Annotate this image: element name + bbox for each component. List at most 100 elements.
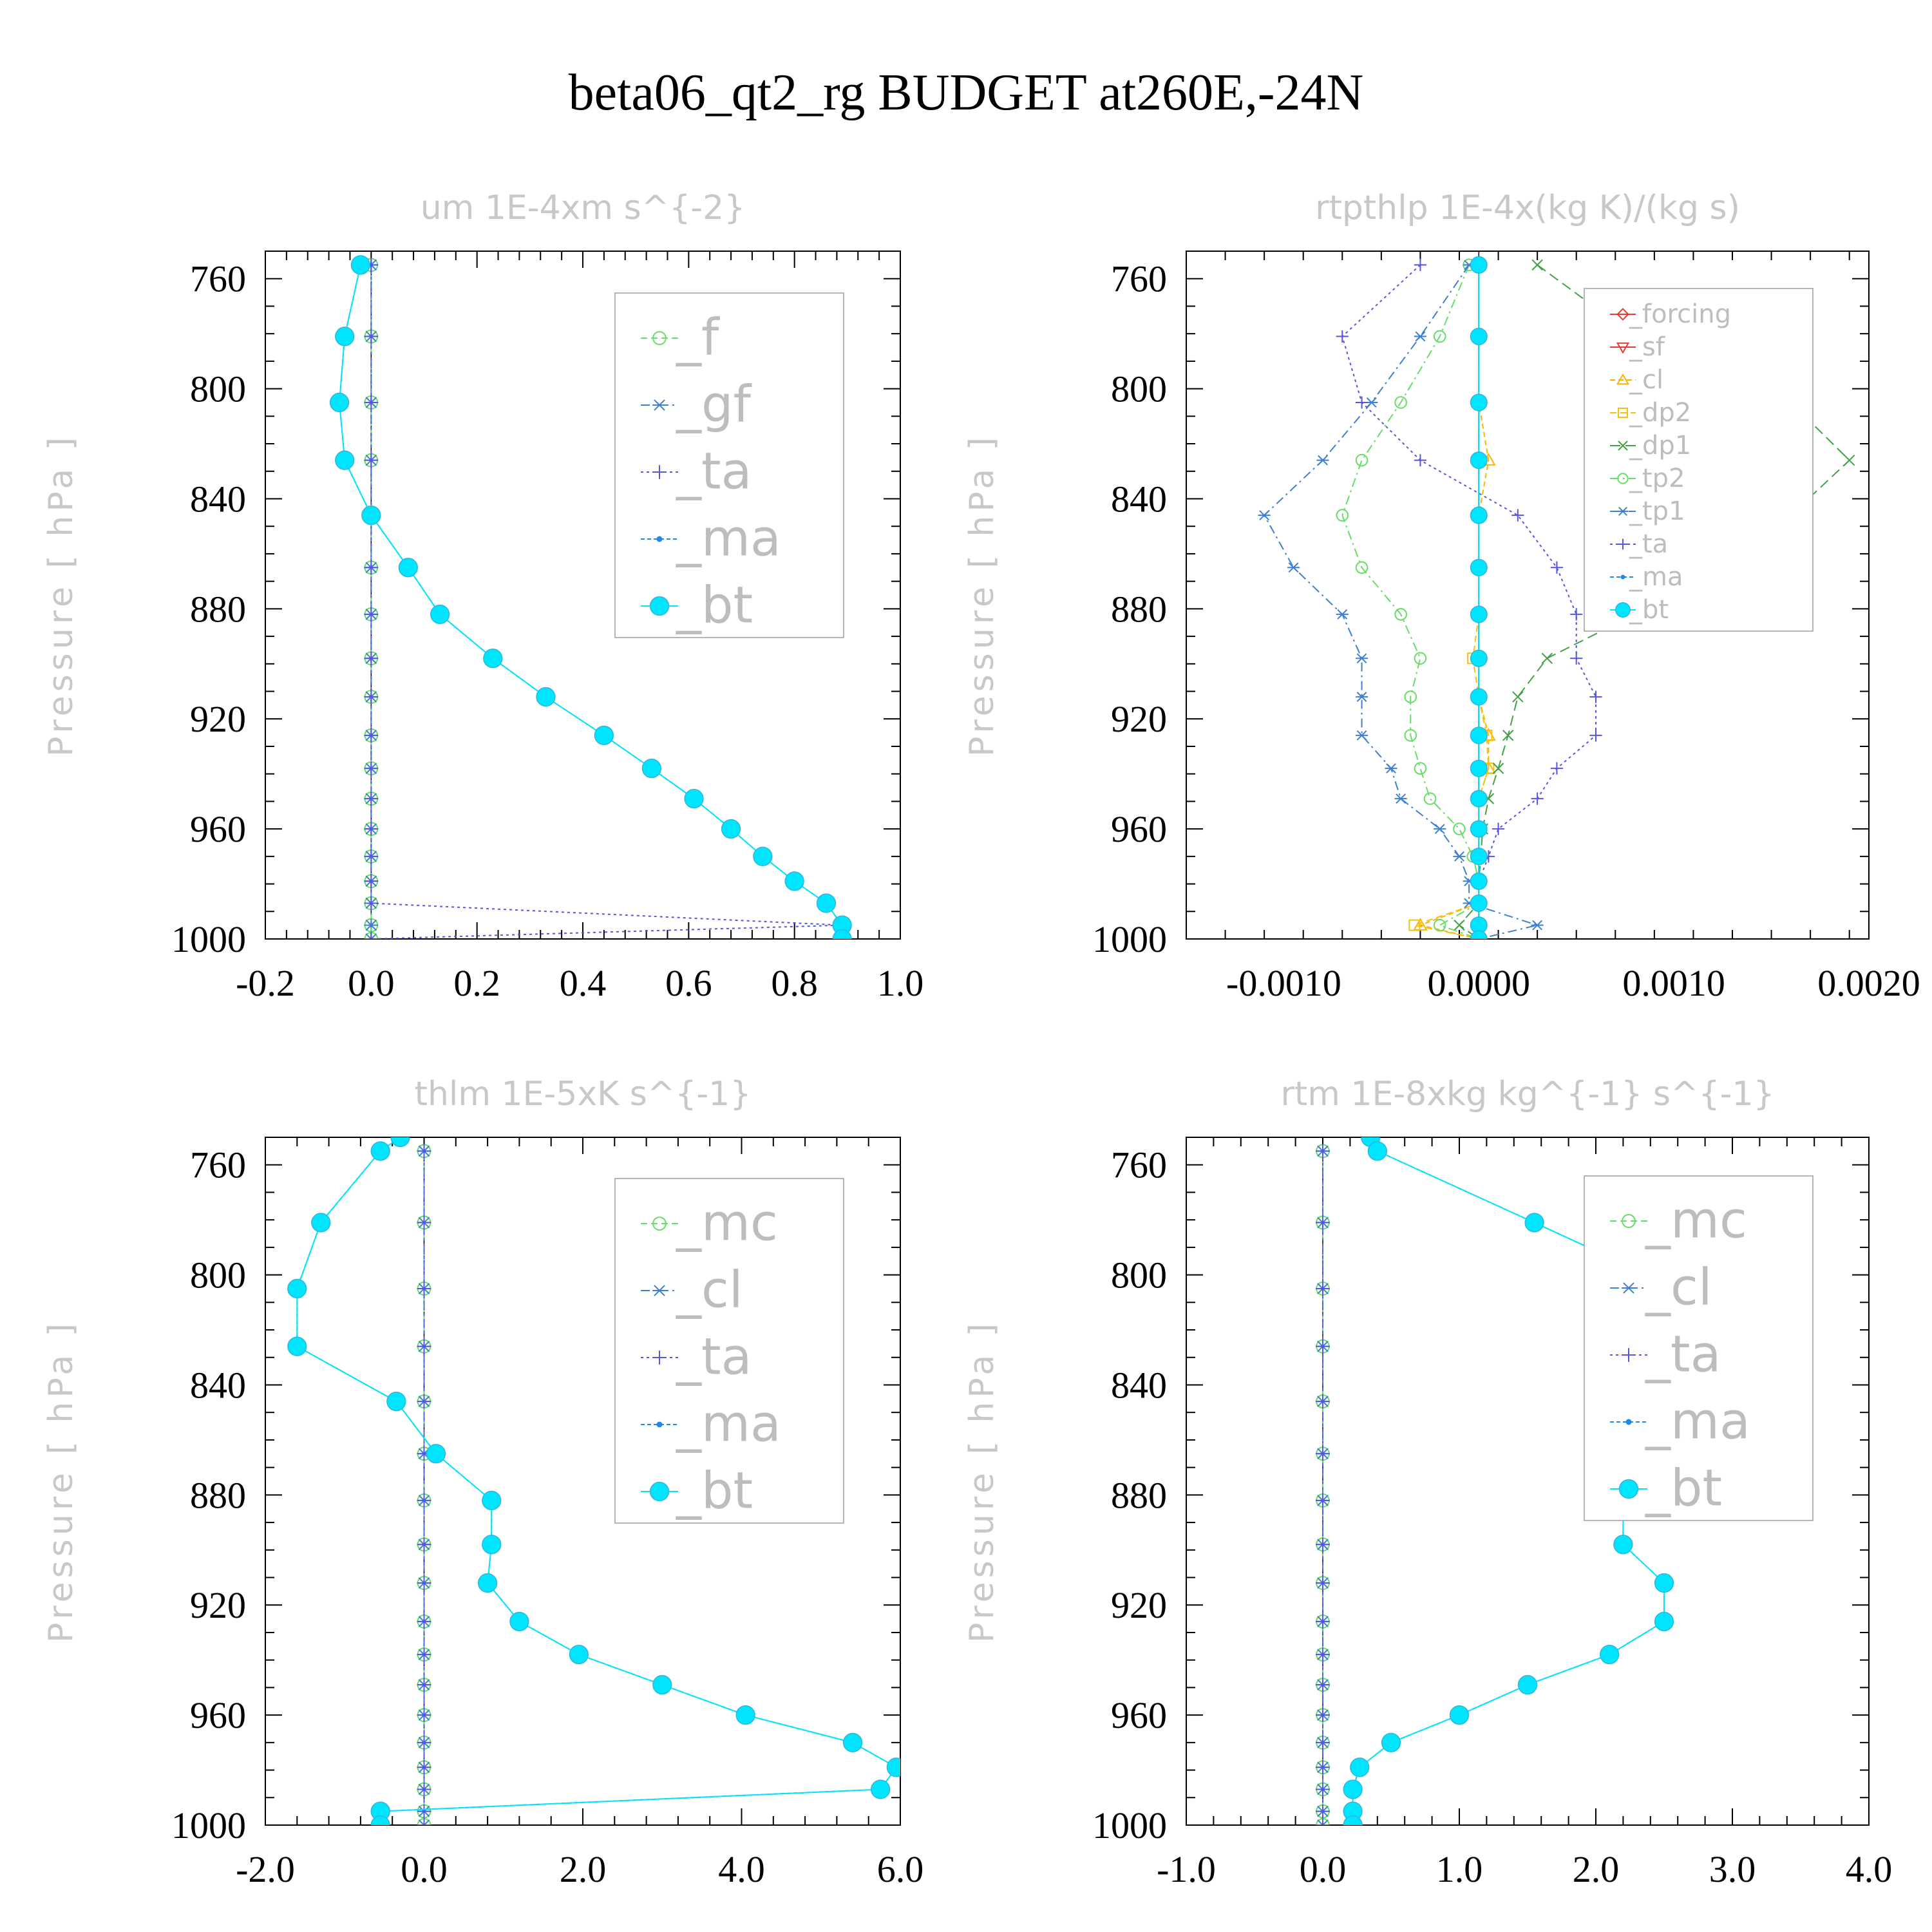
- data-point: [1394, 396, 1407, 409]
- y-tick-label: 800: [190, 1255, 246, 1296]
- data-point: [1433, 918, 1446, 932]
- legend-label: _ta: [1645, 1326, 1721, 1384]
- data-point: [1355, 561, 1368, 574]
- data-point: [417, 1576, 431, 1590]
- data-point: [1550, 561, 1564, 574]
- data-point: [1316, 1736, 1330, 1750]
- data-point: [1316, 1576, 1330, 1590]
- legend-label: _dp2: [1629, 398, 1691, 428]
- x-tick-label: 0.6: [665, 962, 712, 1004]
- legend-label: _cl: [676, 1262, 743, 1320]
- data-point: [364, 896, 379, 911]
- data-point: [1355, 730, 1368, 741]
- data-point: [1470, 820, 1488, 838]
- data-point: [364, 395, 379, 410]
- x-tick-label: 0.0: [1300, 1848, 1347, 1890]
- x-tick-label: 0.4: [560, 962, 607, 1004]
- series-layer: [329, 255, 852, 939]
- data-point: [482, 1535, 502, 1555]
- y-tick-label: 760: [190, 1144, 246, 1186]
- y-tick-label: 840: [190, 1364, 246, 1406]
- data-point: [335, 327, 355, 346]
- data-point: [1470, 256, 1488, 274]
- legend-marker: [1616, 373, 1630, 385]
- data-point: [1470, 872, 1488, 890]
- data-point: [417, 1144, 431, 1159]
- y-tick-label: 960: [1111, 808, 1167, 850]
- data-point: [1654, 1573, 1674, 1593]
- data-point: [364, 919, 379, 931]
- legend-label: _ta: [676, 443, 752, 501]
- data-point: [364, 329, 379, 344]
- y-tick-label: 800: [1111, 1255, 1167, 1296]
- data-point: [1423, 792, 1437, 805]
- data-point: [370, 1815, 390, 1825]
- legend-label: _gf: [676, 376, 752, 434]
- y-tick-label: 840: [1111, 1364, 1167, 1406]
- series-line-dp2: [1412, 265, 1490, 939]
- data-point: [1531, 792, 1544, 805]
- legend-marker: [1617, 473, 1629, 484]
- data-point: [1350, 1757, 1370, 1777]
- data-point: [1449, 1705, 1470, 1725]
- y-tick-label: 760: [1111, 258, 1167, 300]
- x-tick-label: 4.0: [718, 1848, 765, 1890]
- data-point: [1316, 1144, 1330, 1159]
- data-point: [1316, 1282, 1330, 1296]
- data-point: [386, 1391, 406, 1412]
- data-point: [417, 1282, 431, 1296]
- y-tick-label: 920: [1111, 698, 1167, 740]
- data-point: [1381, 1732, 1401, 1752]
- legend-box: [614, 1178, 844, 1524]
- data-point: [364, 933, 379, 939]
- data-point: [430, 604, 450, 625]
- legend-marker: [1618, 1479, 1639, 1499]
- panel-thlm: thlm 1E-5xK s^{-1} Pressure [ hPa ] 760 800…: [42, 1075, 923, 1890]
- x-tick-label: 1.0: [877, 962, 924, 1004]
- data-point: [311, 1213, 331, 1233]
- legend-label: _cl: [1629, 365, 1663, 395]
- data-point: [417, 1394, 431, 1408]
- series-line-tp2: [1341, 264, 1480, 939]
- data-point: [1355, 396, 1368, 409]
- data-point: [1316, 1708, 1330, 1722]
- panel-um: um 1E-4xm s^{-2} Pressure [ hPa ] 760 800 84…: [42, 189, 923, 1004]
- data-point: [364, 453, 379, 468]
- panel-rtm: rtm 1E-8xkg kg^{-1} s^{-1} Pressure [ hPa…: [963, 1075, 1892, 1890]
- legend-label: _f: [676, 309, 720, 367]
- data-point: [1316, 1394, 1330, 1408]
- data-point: [1470, 848, 1488, 866]
- data-point: [1470, 688, 1488, 706]
- x-tick-label: 3.0: [1709, 1848, 1756, 1890]
- data-point: [1316, 1804, 1330, 1819]
- data-point: [1531, 259, 1543, 271]
- data-point: [1470, 506, 1488, 524]
- data-point: [417, 1782, 431, 1797]
- data-point: [417, 1708, 431, 1722]
- legend-marker: [652, 1350, 667, 1365]
- data-point: [417, 1760, 431, 1775]
- data-point: [509, 1611, 529, 1632]
- legend-label: _ta: [676, 1329, 752, 1387]
- legend-marker: [1620, 574, 1625, 580]
- series-line-ta: [370, 265, 842, 939]
- x-tick-label: -1.0: [1157, 1848, 1216, 1890]
- x-tick-label: 0.0020: [1817, 962, 1920, 1004]
- x-tick-label: -0.2: [236, 962, 295, 1004]
- legend-marker: [652, 1285, 667, 1296]
- legend-marker: [649, 596, 670, 616]
- data-point: [1316, 1339, 1330, 1354]
- data-point: [417, 1647, 431, 1662]
- y-tick-label: 920: [190, 1584, 246, 1626]
- data-point: [1336, 609, 1349, 620]
- y-axis-label: Pressure [ hPa ]: [963, 1320, 1001, 1643]
- data-point: [1550, 762, 1564, 775]
- data-point: [1385, 763, 1397, 774]
- data-point: [370, 1141, 390, 1161]
- data-point: [816, 893, 837, 913]
- data-point: [329, 392, 350, 413]
- data-point: [1541, 652, 1553, 664]
- data-point: [1414, 652, 1427, 665]
- y-tick-label: 880: [190, 1474, 246, 1516]
- data-point: [364, 874, 379, 889]
